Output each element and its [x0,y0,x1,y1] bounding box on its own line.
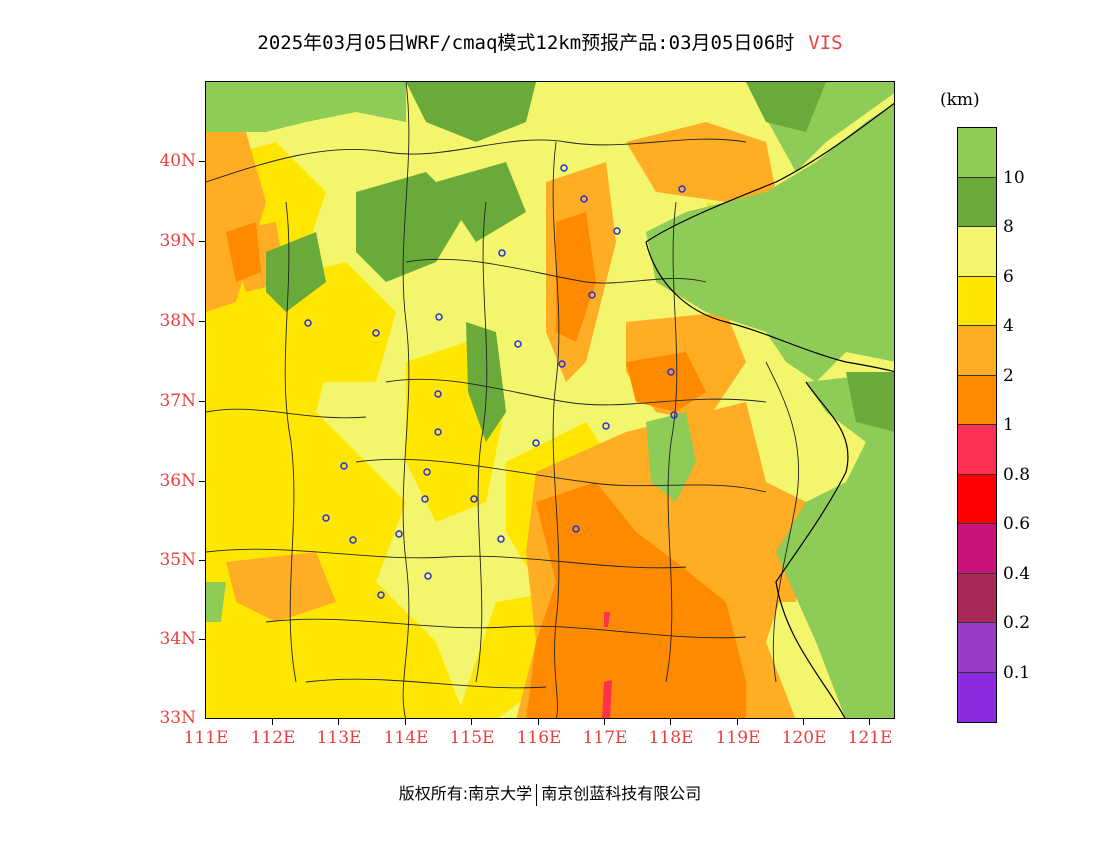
lon-label-118e: 118E [648,728,694,748]
lon-tick [338,719,339,725]
lon-label-111e: 111E [183,728,229,748]
copyright-text: 版权所有:南京大学 [398,784,533,803]
colorbar-label: 6 [1003,267,1014,287]
variable-label: VIS [808,32,843,54]
colorbar-segment [958,128,996,178]
lon-label-115e: 115E [449,728,495,748]
colorbar-label: 1 [1003,415,1014,435]
colorbar-segment [958,475,996,524]
title-text: 2025年03月05日WRF/cmaq模式12km预报产品:03月05日06时 [257,32,795,54]
colorbar-label: 0.8 [1003,465,1031,485]
colorbar-segment [958,227,996,277]
lon-label-120e: 120E [781,728,827,748]
colorbar-segment [958,326,996,376]
lat-label-35n: 35N [159,550,196,570]
colorbar-segment [958,376,996,425]
colorbar-label: 4 [1003,316,1014,336]
lat-label-38n: 38N [159,311,196,331]
lat-tick [199,161,205,162]
lon-tick [405,719,406,725]
lon-tick [803,719,804,725]
lon-label-113e: 113E [316,728,362,748]
footer-credits: 版权所有:南京大学 南京创蓝科技有限公司 [0,780,1100,806]
lon-label-114e: 114E [383,728,429,748]
lat-tick [199,401,205,402]
lon-label-116e: 116E [516,728,562,748]
colorbar-segment [958,277,996,326]
lat-tick [199,241,205,242]
lat-tick [199,639,205,640]
colorbar-segment [958,178,996,227]
colorbar-label: 0.1 [1003,663,1031,683]
colorbar-segment [958,425,996,475]
colorbar-segment [958,524,996,574]
lon-label-117e: 117E [582,728,628,748]
lat-label-36n: 36N [159,471,196,491]
colorbar-label: 10 [1003,168,1025,188]
lat-tick [199,481,205,482]
lon-tick [538,719,539,725]
colorbar-label: 0.2 [1003,613,1031,633]
colorbar-segment [958,623,996,673]
lat-label-40n: 40N [159,151,196,171]
colorbar-label: 8 [1003,217,1014,237]
colorbar-label: 0.6 [1003,514,1031,534]
colorbar [957,127,997,723]
colorbar-label: 0.4 [1003,564,1031,584]
visibility-map[interactable] [205,81,895,719]
lon-tick [604,719,605,725]
colorbar-segment [958,673,996,722]
colorbar-segment [958,574,996,623]
lat-label-33n: 33N [159,708,196,728]
lon-label-121e: 121E [847,728,893,748]
lon-tick [471,719,472,725]
lon-tick [272,719,273,725]
map-canvas [206,82,894,718]
lat-label-37n: 37N [159,391,196,411]
company-text: 南京创蓝科技有限公司 [541,784,702,803]
lat-label-34n: 34N [159,629,196,649]
footer-separator [536,783,538,806]
lat-label-39n: 39N [159,231,196,251]
map-title: 2025年03月05日WRF/cmaq模式12km预报产品:03月05日06时 V… [0,28,1100,55]
lat-tick [199,321,205,322]
lon-tick [869,719,870,725]
colorbar-unit: (km) [940,90,980,110]
lon-label-119e: 119E [715,728,761,748]
lat-tick [199,560,205,561]
lon-tick [737,719,738,725]
lon-tick [670,719,671,725]
lon-label-112e: 112E [250,728,296,748]
colorbar-label: 2 [1003,366,1014,386]
